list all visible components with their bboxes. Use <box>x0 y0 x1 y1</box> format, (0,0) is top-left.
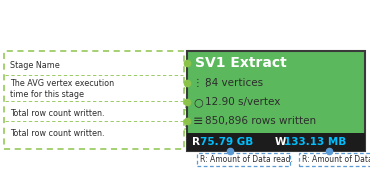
Text: 850,896 rows written: 850,896 rows written <box>205 116 316 126</box>
Text: W: W <box>275 137 286 147</box>
Text: ⋮⋮: ⋮⋮ <box>193 78 212 88</box>
Text: 84 vertices: 84 vertices <box>205 78 263 88</box>
FancyBboxPatch shape <box>4 51 184 149</box>
Text: R: R <box>192 137 200 147</box>
Text: Total row count written.: Total row count written. <box>10 128 104 138</box>
Text: 12.90 s/vertex: 12.90 s/vertex <box>205 97 280 107</box>
Text: The AVG vertex execution
time for this stage: The AVG vertex execution time for this s… <box>10 79 114 99</box>
Text: ○: ○ <box>193 97 203 107</box>
Text: Total row count written.: Total row count written. <box>10 110 104 118</box>
FancyBboxPatch shape <box>197 153 290 166</box>
Text: R: Amount of Data read.: R: Amount of Data read. <box>200 155 293 164</box>
FancyBboxPatch shape <box>187 133 365 151</box>
Text: ≡: ≡ <box>193 115 204 127</box>
Text: SV1 Extract: SV1 Extract <box>195 56 287 70</box>
FancyBboxPatch shape <box>299 153 370 166</box>
FancyBboxPatch shape <box>187 51 365 151</box>
Text: 75.79 GB: 75.79 GB <box>200 137 253 147</box>
Text: Stage Name: Stage Name <box>10 61 60 69</box>
Text: R: Amount of Data written.: R: Amount of Data written. <box>302 155 370 164</box>
Text: 133.13 MB: 133.13 MB <box>284 137 346 147</box>
